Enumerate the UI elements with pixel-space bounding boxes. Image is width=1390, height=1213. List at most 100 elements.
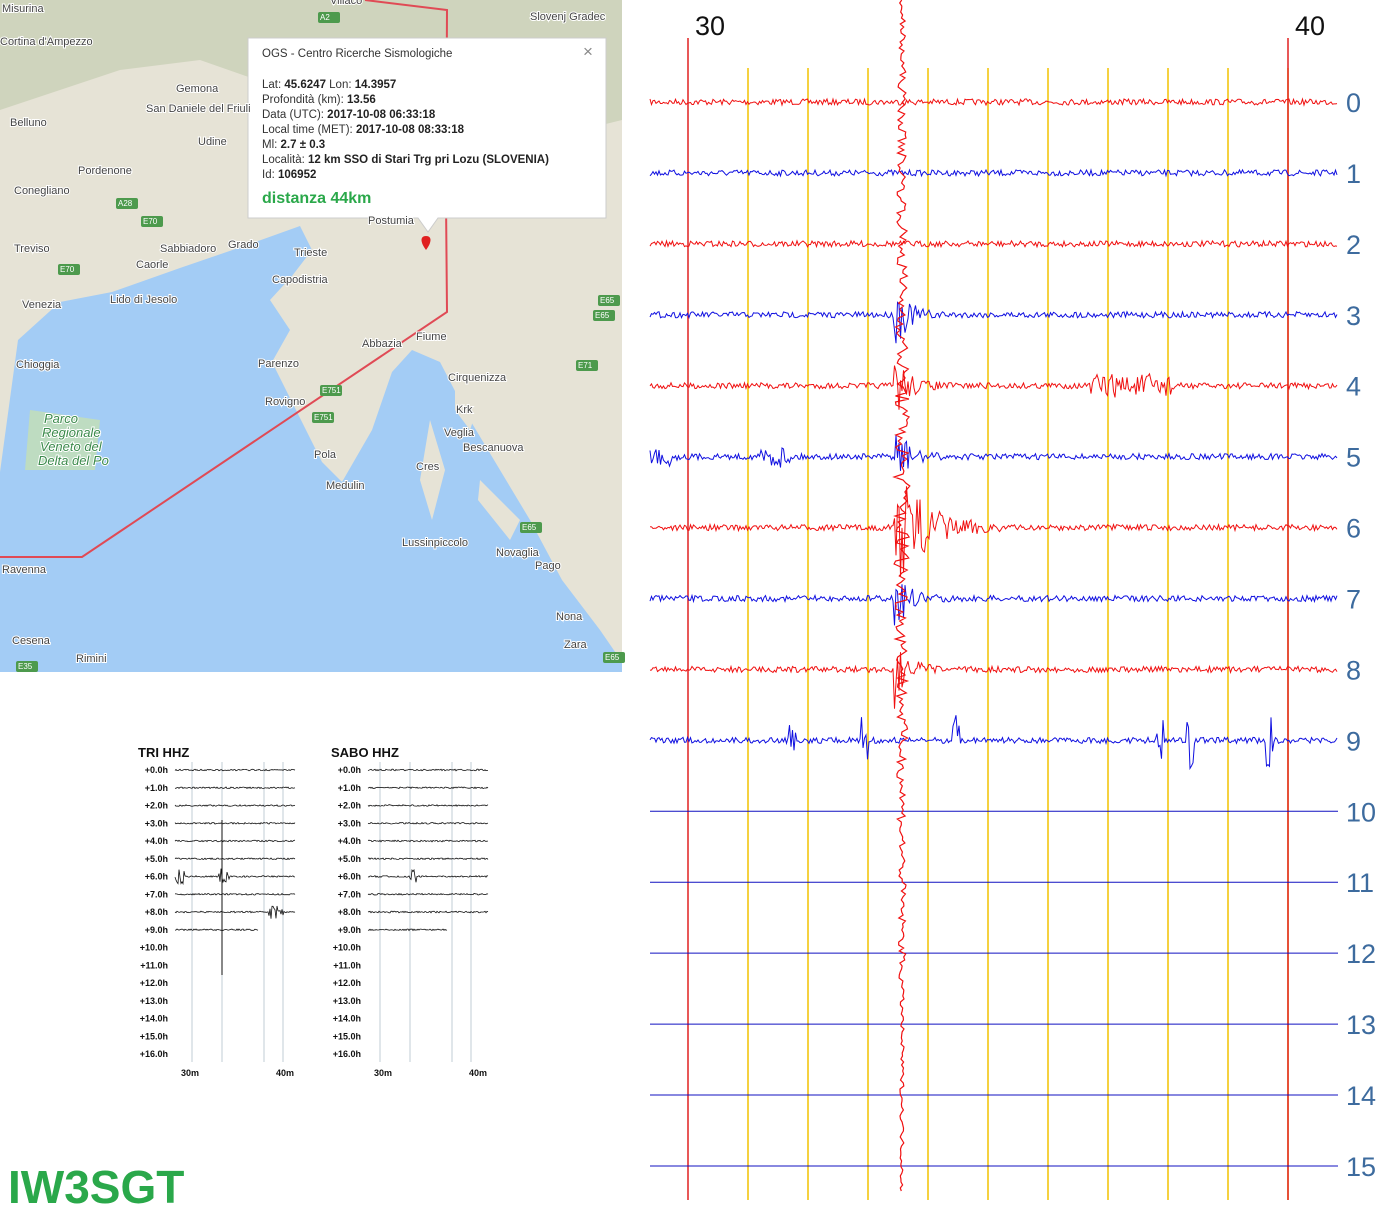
helicorder-trace xyxy=(174,768,296,772)
road-label: E65 xyxy=(605,653,620,662)
place-label: Chioggia xyxy=(16,359,60,371)
place-label: Trieste xyxy=(294,247,327,259)
helicorder-row-label: +11.0h xyxy=(333,960,361,970)
field-value: 2.7 ± 0.3 xyxy=(281,139,326,151)
trace xyxy=(649,715,1338,771)
place-label: Treviso xyxy=(14,243,50,255)
helicorder-row-label: +3.0h xyxy=(338,818,361,828)
helicorder-row-label: +14.0h xyxy=(333,1014,361,1024)
helicorder-row-label: +3.0h xyxy=(145,818,168,828)
helicorder-row-label: +6.0h xyxy=(338,872,361,882)
row-label: 2 xyxy=(1346,230,1361,260)
place-label: Lussinpiccolo xyxy=(402,537,468,549)
road-shield xyxy=(116,198,138,209)
road-label: E70 xyxy=(143,217,158,226)
road-label: E70 xyxy=(60,265,75,274)
map-marker xyxy=(421,236,431,250)
row-label: 7 xyxy=(1346,585,1361,615)
helicorder-trace xyxy=(174,928,259,932)
helicorder-trace xyxy=(367,821,489,825)
helicorder-trace xyxy=(174,868,295,886)
place-label: Cesena xyxy=(12,635,51,647)
helicorder-trace xyxy=(174,905,296,919)
field-value: 12 km SSO di Stari Trg pri Lozu (SLOVENI… xyxy=(308,154,549,166)
minute-label: 30 xyxy=(695,11,725,41)
helicorder-row-label: +1.0h xyxy=(145,783,168,793)
helicorder-row-label: +10.0h xyxy=(140,943,168,953)
trace xyxy=(649,435,1338,471)
place-label: Caorle xyxy=(136,259,168,271)
road-shield xyxy=(598,295,620,306)
field-value: 2017-10-08 06:33:18 xyxy=(327,109,436,121)
helicorder-x-label: 30m xyxy=(181,1068,199,1078)
helicorder-trace xyxy=(367,804,489,807)
place-label: Conegliano xyxy=(14,185,70,197)
place-label: Rovigno xyxy=(265,396,305,408)
helicorder-trace xyxy=(174,839,296,843)
row-label: 5 xyxy=(1346,443,1361,473)
helicorder-trace xyxy=(367,857,489,861)
map-park xyxy=(25,410,100,470)
helicorder-row-label: +8.0h xyxy=(338,907,361,917)
field-label: Lon: xyxy=(329,79,355,91)
footer-callsign: IW3SGT xyxy=(8,1161,184,1213)
field-label: Data (UTC): xyxy=(262,109,327,121)
helicorder-row-label: +13.0h xyxy=(333,996,361,1006)
place-label: Capodistria xyxy=(272,274,329,286)
map-popup xyxy=(247,37,607,233)
helicorder-row-label: +2.0h xyxy=(145,801,168,811)
road-label: E65 xyxy=(600,296,615,305)
place-label: Slovenj Gradec xyxy=(530,11,606,23)
road-label: E35 xyxy=(18,662,33,671)
trace xyxy=(649,239,1338,249)
helicorder-title: SABO HHZ xyxy=(331,745,399,760)
place-label: Rimini xyxy=(76,653,107,665)
helicorder-row-label: +5.0h xyxy=(338,854,361,864)
helicorder-row-label: +14.0h xyxy=(140,1014,168,1024)
popup-line: Lat: 45.6247 Lon: 14.3957 xyxy=(262,79,396,91)
trace xyxy=(649,168,1338,178)
helicorder-row-label: +0.0h xyxy=(145,765,168,775)
helicorder-trace xyxy=(174,786,296,790)
popup-distance: distanza 44km xyxy=(262,190,371,207)
popup-line: Località: 12 km SSO di Stari Trg pri Loz… xyxy=(262,154,549,166)
helicorder-row-label: +12.0h xyxy=(140,978,168,988)
row-label: 3 xyxy=(1346,301,1361,331)
place-label: Parenzo xyxy=(258,358,299,370)
road-shield xyxy=(520,522,542,533)
map-border xyxy=(0,0,449,558)
helicorder-row-label: +7.0h xyxy=(338,889,361,899)
place-label: Medulin xyxy=(326,480,365,492)
place-label: Belluno xyxy=(10,117,47,129)
place-label: Zara xyxy=(564,639,588,651)
helicorder-trace xyxy=(174,821,296,825)
helicorder-row-label: +9.0h xyxy=(145,925,168,935)
place-label: Pago xyxy=(535,560,561,572)
trace xyxy=(649,365,1338,410)
helicorder-trace xyxy=(174,804,296,807)
helicorder-row-label: +4.0h xyxy=(145,836,168,846)
row-label: 14 xyxy=(1346,1081,1376,1111)
helicorder-trace xyxy=(367,910,489,914)
place-label: Gemona xyxy=(176,83,219,95)
road-label: A2 xyxy=(320,13,330,22)
popup-line: Data (UTC): 2017-10-08 06:33:18 xyxy=(262,109,436,121)
map-sea xyxy=(0,226,622,672)
road-shield xyxy=(141,216,163,227)
helicorder-row-label: +7.0h xyxy=(145,889,168,899)
row-label: 13 xyxy=(1346,1010,1376,1040)
trace xyxy=(649,584,1338,626)
popup-line: Ml: 2.7 ± 0.3 xyxy=(262,139,325,151)
place-label: Cirquenizza xyxy=(448,372,507,384)
place-label: Grado xyxy=(228,239,259,251)
popup-close[interactable]: × xyxy=(583,42,593,61)
popup-line: Local time (MET): 2017-10-08 08:33:18 xyxy=(262,124,465,136)
row-label: 6 xyxy=(1346,514,1361,544)
field-label: Id: xyxy=(262,169,278,181)
event-trace xyxy=(892,0,911,1192)
place-label: Abbazia xyxy=(362,338,403,350)
place-label: Ravenna xyxy=(2,564,47,576)
popup-title: OGS - Centro Ricerche Sismologiche xyxy=(262,48,452,60)
helicorder-row-label: +6.0h xyxy=(145,872,168,882)
place-label: Bescanuova xyxy=(463,442,524,454)
